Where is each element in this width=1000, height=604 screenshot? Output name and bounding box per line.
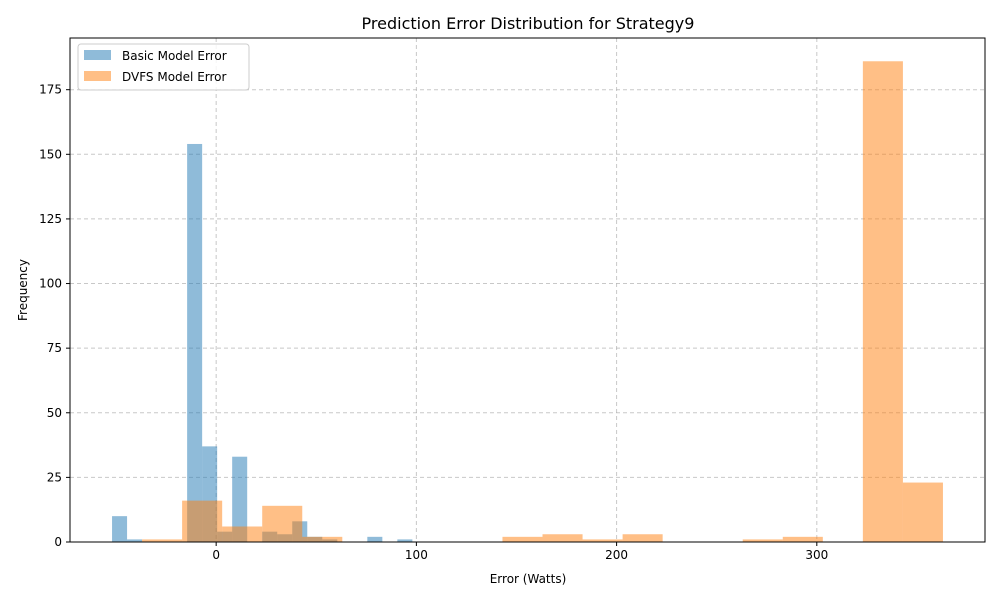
legend-label-dvfs: DVFS Model Error bbox=[122, 70, 227, 84]
legend-swatch-basic bbox=[84, 50, 111, 60]
y-tick-label: 75 bbox=[47, 341, 62, 355]
y-tick-label: 25 bbox=[47, 470, 62, 484]
histogram-bar bbox=[222, 526, 263, 542]
histogram-bar bbox=[232, 456, 248, 542]
legend-label-basic: Basic Model Error bbox=[122, 49, 227, 63]
x-axis-label: Error (Watts) bbox=[490, 572, 567, 586]
y-axis-label: Frequency bbox=[16, 259, 30, 321]
histogram-bar bbox=[742, 539, 783, 542]
x-tick-label: 200 bbox=[605, 548, 628, 562]
histogram-bar bbox=[502, 536, 543, 542]
legend-box bbox=[77, 43, 250, 91]
histogram-bar bbox=[622, 534, 663, 542]
bars-layer bbox=[112, 61, 943, 543]
histogram-bar bbox=[542, 534, 583, 542]
histogram-bar bbox=[262, 505, 303, 542]
histogram-bar bbox=[582, 539, 623, 542]
histogram-bar bbox=[182, 500, 223, 542]
ticks-layer: 0 100 200 300 0 25 50 75 100 125 150 175 bbox=[39, 83, 828, 562]
x-tick-label: 100 bbox=[405, 548, 428, 562]
y-tick-label: 175 bbox=[39, 83, 62, 97]
y-tick-label: 125 bbox=[39, 212, 62, 226]
legend: Basic Model Error DVFS Model Error bbox=[77, 43, 250, 91]
histogram-bar bbox=[397, 539, 413, 542]
histogram-bar bbox=[142, 539, 183, 542]
y-tick-label: 100 bbox=[39, 277, 62, 291]
x-tick-label: 300 bbox=[805, 548, 828, 562]
y-tick-label: 50 bbox=[47, 406, 62, 420]
legend-swatch-dvfs bbox=[84, 71, 111, 81]
y-tick-label: 0 bbox=[54, 535, 62, 549]
histogram-bar bbox=[112, 516, 128, 542]
histogram-bar bbox=[302, 536, 343, 542]
histogram-bar bbox=[367, 536, 383, 542]
histogram-bar bbox=[902, 482, 943, 542]
chart-title: Prediction Error Distribution for Strate… bbox=[362, 14, 695, 33]
histogram-bar bbox=[782, 536, 823, 542]
series-1-bars bbox=[142, 61, 943, 543]
y-tick-label: 150 bbox=[39, 147, 62, 161]
x-tick-label: 0 bbox=[212, 548, 220, 562]
histogram-bar bbox=[187, 143, 203, 542]
histogram-bar bbox=[127, 539, 143, 542]
series-0-bars bbox=[112, 143, 413, 542]
plot-frame bbox=[69, 37, 986, 543]
histogram-bar bbox=[862, 61, 903, 543]
